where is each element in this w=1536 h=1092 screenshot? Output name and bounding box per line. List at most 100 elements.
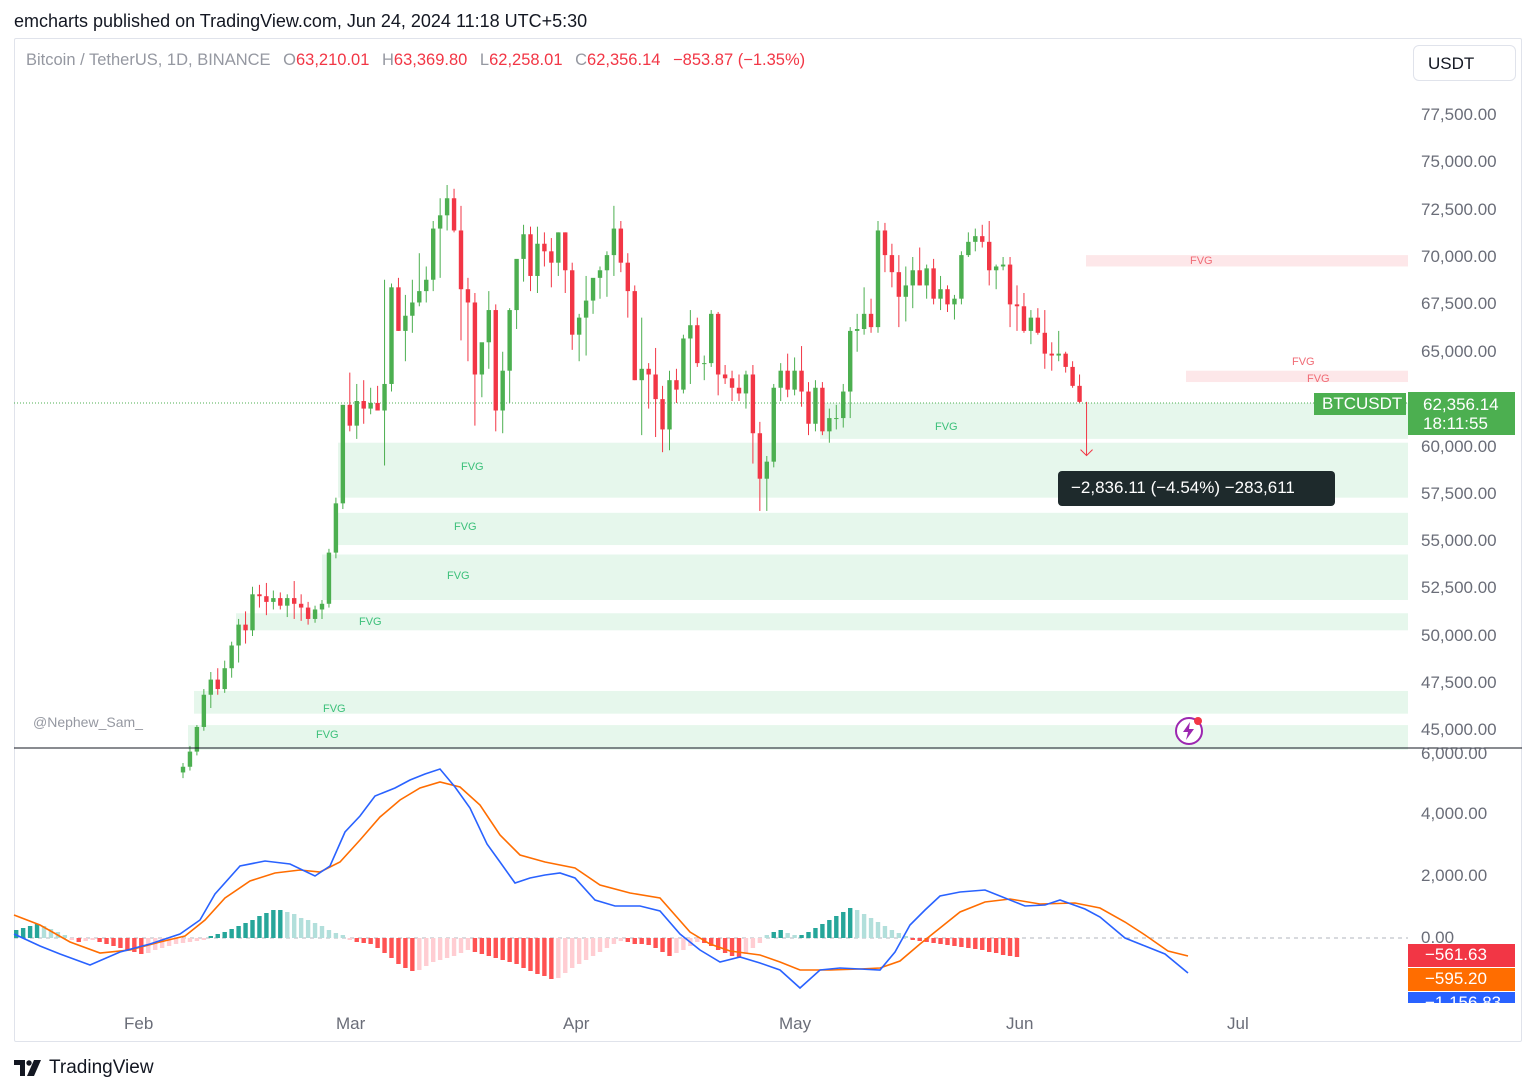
- fvg-label: FVG: [359, 616, 382, 628]
- macd-histogram-bar: [834, 916, 839, 938]
- candle-down: [931, 268, 936, 299]
- candle-up: [507, 310, 512, 371]
- macd-histogram-bar: [667, 938, 672, 956]
- candle-up: [312, 609, 318, 619]
- candle-up: [340, 404, 346, 504]
- macd-histogram-bar: [271, 910, 276, 938]
- candle-up: [319, 603, 325, 610]
- candle-up: [771, 387, 776, 462]
- candle-down: [917, 270, 922, 286]
- macd-histogram-bar: [27, 926, 33, 938]
- candle-down: [987, 241, 992, 271]
- candle-up: [521, 234, 526, 259]
- candle-up: [903, 285, 908, 297]
- candle-down: [868, 313, 874, 328]
- macd-histogram-bar: [424, 938, 429, 966]
- candle-up: [792, 370, 797, 390]
- candle-down: [1070, 366, 1075, 386]
- macd-histogram-bar: [639, 938, 644, 944]
- symbol-price-tag: BTCUSDT: [1314, 393, 1406, 415]
- fvg-label: FVG: [454, 521, 477, 533]
- current-price-tag: 62,356.14 18:11:55: [1408, 392, 1515, 435]
- macd-histogram-bar: [910, 938, 915, 940]
- candle-down: [396, 287, 401, 331]
- candle-up: [486, 310, 491, 343]
- macd-line-tag: −1,156.83: [1408, 992, 1515, 1003]
- fvg-zone-bearish: [1086, 255, 1408, 267]
- macd-histogram-bar: [500, 938, 505, 960]
- candle-down: [750, 374, 756, 434]
- macd-histogram-bar: [479, 938, 485, 954]
- tradingview-logo[interactable]: TradingView: [14, 1057, 154, 1079]
- macd-histogram-bar: [326, 930, 332, 938]
- candle-up: [236, 624, 241, 646]
- candle-up: [500, 370, 505, 411]
- macd-histogram-bar: [973, 938, 978, 949]
- time-tick: Jun: [1006, 1014, 1034, 1033]
- macd-histogram-bar: [410, 938, 415, 971]
- macd-histogram-tag: −561.63: [1408, 944, 1515, 967]
- symbol-legend[interactable]: Bitcoin / TetherUS, 1D, BINANCE O63,210.…: [26, 51, 805, 70]
- macd-histogram-bar: [743, 938, 749, 954]
- candle-down: [715, 313, 721, 375]
- candle-up: [222, 668, 227, 690]
- macd-histogram-bar: [403, 938, 408, 968]
- price-tick: 45,000.00: [1421, 720, 1497, 739]
- macd-histogram-bar: [305, 920, 311, 938]
- macd-histogram-bar: [806, 932, 811, 938]
- macd-histogram-bar: [222, 932, 227, 938]
- candle-up: [778, 370, 783, 388]
- macd-histogram-bar: [563, 938, 568, 973]
- macd-histogram-bar: [389, 938, 394, 958]
- candle-down: [896, 272, 902, 297]
- macd-histogram-bar: [319, 926, 325, 938]
- candle-up: [702, 363, 707, 365]
- candle-down: [1014, 304, 1020, 307]
- lightning-icon[interactable]: [1174, 716, 1204, 746]
- macd-histogram-bar: [417, 938, 422, 970]
- macd-histogram-bar: [868, 918, 874, 938]
- publisher-line: emcharts published on TradingView.com, J…: [14, 11, 588, 31]
- price-tick: 52,500.00: [1421, 578, 1497, 597]
- macd-histogram-bar: [931, 938, 936, 943]
- current-price-value: 62,356.14: [1423, 395, 1499, 414]
- candle-up: [194, 726, 200, 752]
- macd-histogram-bar: [848, 908, 853, 938]
- macd-histogram-bar: [451, 938, 457, 956]
- open-prefix: O: [283, 51, 296, 69]
- fvg-zone-bullish: [820, 402, 1408, 439]
- macd-histogram-bar: [903, 936, 908, 938]
- macd-histogram-bar: [924, 938, 929, 942]
- macd-histogram-bar: [285, 912, 290, 938]
- macd-histogram-bar: [83, 938, 88, 941]
- candle-up: [583, 300, 589, 318]
- candle-down: [1077, 385, 1082, 402]
- macd-histogram-bar: [757, 938, 763, 943]
- candle-down: [298, 603, 304, 608]
- macd-histogram-bar: [132, 938, 137, 952]
- symbol-description[interactable]: Bitcoin / TetherUS, 1D, BINANCE: [26, 51, 271, 69]
- candle-up: [410, 302, 415, 316]
- candle-down: [674, 380, 679, 390]
- macd-histogram-bar: [514, 938, 519, 964]
- candle-down: [465, 289, 471, 303]
- price-tick: 57,500.00: [1421, 484, 1497, 503]
- candle-down: [305, 607, 311, 619]
- candle-up: [709, 313, 714, 364]
- macd-histogram-bar: [48, 929, 54, 938]
- macd-histogram-bar: [444, 938, 450, 958]
- candle-down: [882, 230, 888, 256]
- macd-histogram-bar: [611, 938, 617, 944]
- fvg-label: FVG: [323, 703, 346, 715]
- macd-histogram-bar: [1000, 938, 1006, 955]
- tradingview-wordmark: TradingView: [49, 1057, 154, 1078]
- macd-histogram-bar: [820, 924, 825, 938]
- currency-button[interactable]: USDT: [1413, 45, 1516, 81]
- candle-down: [820, 387, 825, 432]
- macd-histogram-bar: [368, 938, 373, 944]
- macd-histogram-bar: [945, 938, 950, 945]
- candle-up: [479, 342, 485, 375]
- macd-histogram-bar: [333, 933, 339, 938]
- candle-down: [1063, 353, 1068, 367]
